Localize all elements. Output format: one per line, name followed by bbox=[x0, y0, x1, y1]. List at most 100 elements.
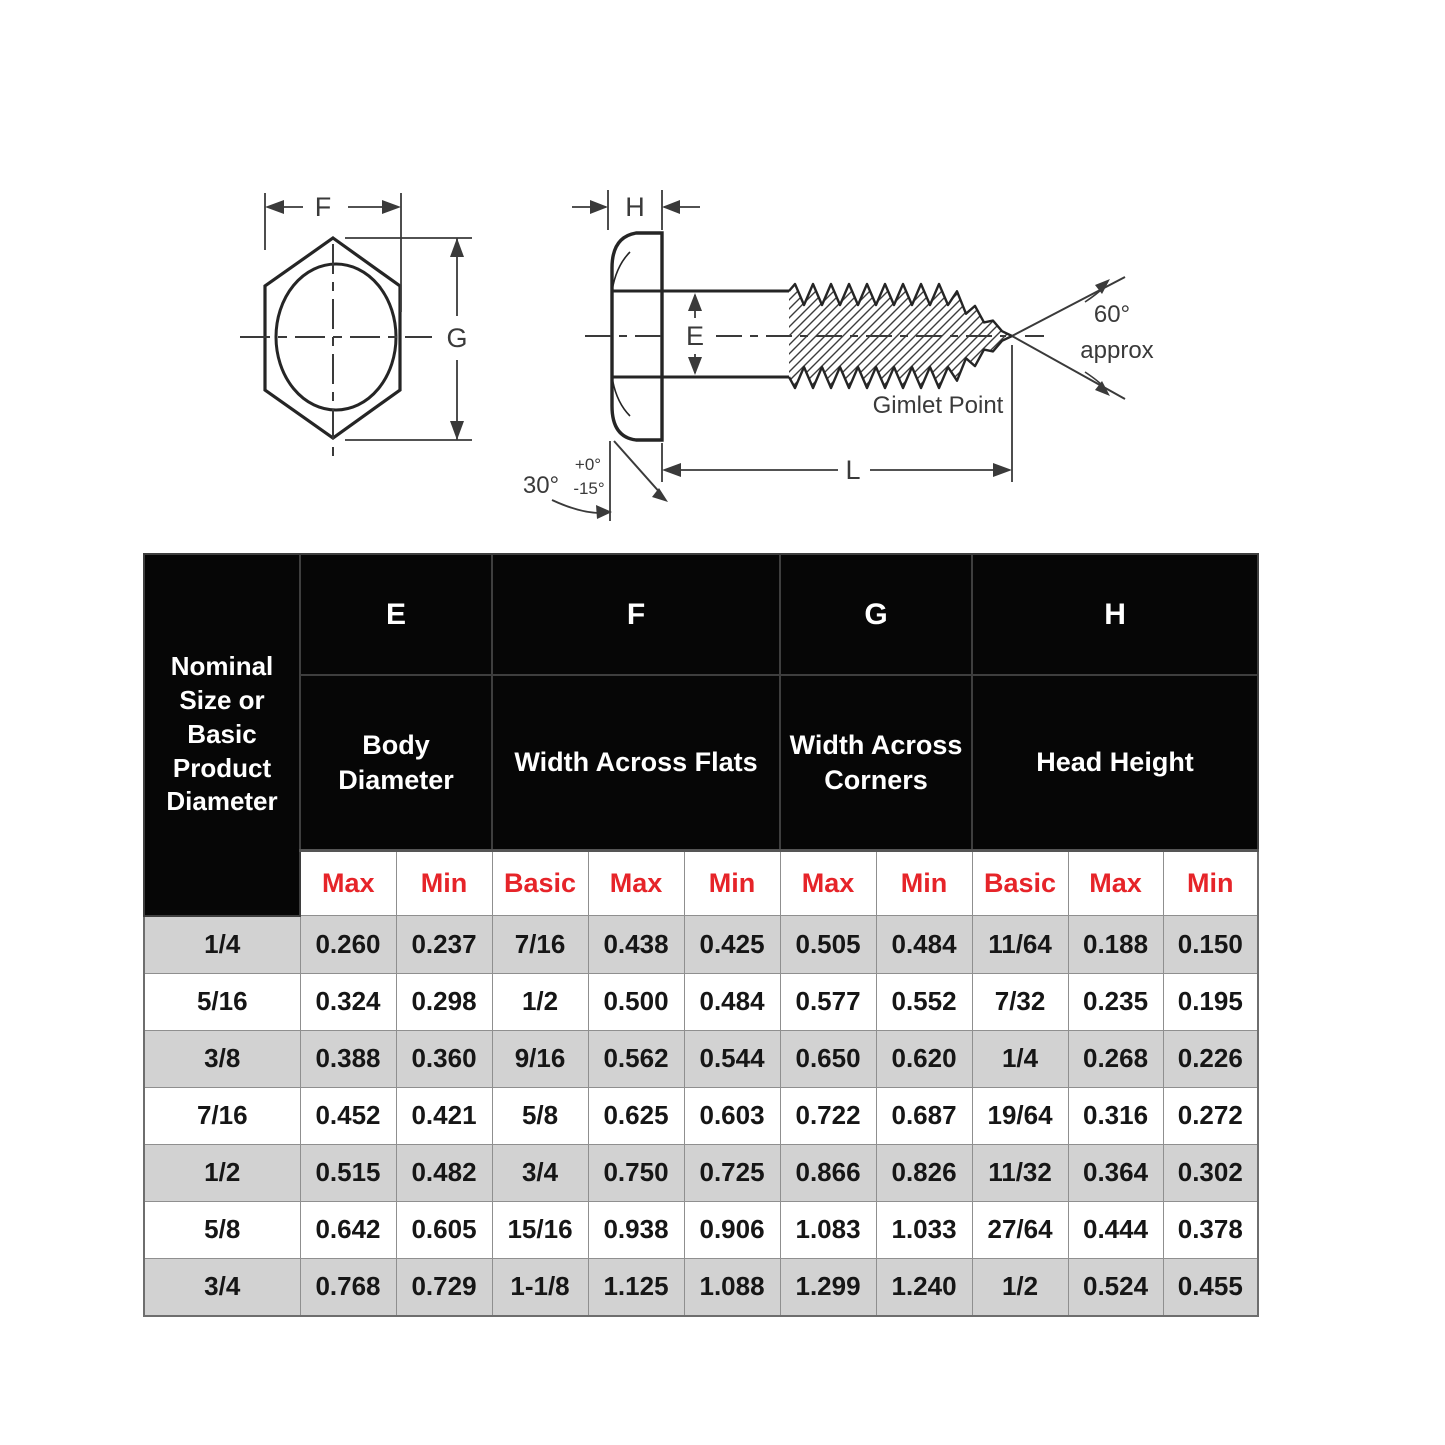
value-cell: 5/8 bbox=[491, 1086, 589, 1145]
table-row: 5/16 0.324 0.298 1/2 0.500 0.484 0.577 0.552 7/3… bbox=[143, 972, 1259, 1031]
row-size-cell: 3/8 bbox=[143, 1029, 301, 1088]
value-cell: 0.444 bbox=[1067, 1200, 1164, 1259]
dim-label-f: F bbox=[315, 192, 332, 222]
value-cell: 27/64 bbox=[971, 1200, 1069, 1259]
dim-label-h: H bbox=[625, 192, 645, 222]
row-size-cell: 1/4 bbox=[143, 915, 301, 974]
angle30-arc-arrow bbox=[596, 505, 612, 519]
value-cell: 0.237 bbox=[395, 915, 493, 974]
table-row: 3/4 0.768 0.729 1-1/8 1.125 1.088 1.299 1.240 1/… bbox=[143, 1257, 1259, 1316]
row-size-cell: 3/4 bbox=[143, 1257, 301, 1316]
dim-f-arrow-right bbox=[382, 200, 401, 214]
value-cell: 0.620 bbox=[875, 1029, 973, 1088]
group-letter-e: E bbox=[298, 553, 494, 676]
value-cell: 0.482 bbox=[395, 1143, 493, 1202]
group-name-body-diameter: Body Diameter bbox=[298, 674, 494, 852]
value-cell: 1.240 bbox=[875, 1257, 973, 1316]
value-cell: 1-1/8 bbox=[491, 1257, 589, 1316]
sub-header: Min bbox=[683, 849, 781, 916]
value-cell: 0.316 bbox=[1067, 1086, 1164, 1145]
value-cell: 0.268 bbox=[1067, 1029, 1164, 1088]
value-cell: 1.083 bbox=[779, 1200, 877, 1259]
value-cell: 0.500 bbox=[587, 972, 685, 1031]
row-size-cell: 5/16 bbox=[143, 972, 301, 1031]
value-cell: 1/2 bbox=[971, 1257, 1069, 1316]
value-cell: 0.515 bbox=[299, 1143, 397, 1202]
value-cell: 0.552 bbox=[875, 972, 973, 1031]
group-name-width-across-corners: Width Across Corners bbox=[779, 674, 974, 852]
value-cell: 0.938 bbox=[587, 1200, 685, 1259]
value-cell: 0.195 bbox=[1162, 972, 1259, 1031]
label-angle60: 60° bbox=[1094, 301, 1130, 328]
table-row: 7/16 0.452 0.421 5/8 0.625 0.603 0.722 0.687 19/… bbox=[143, 1086, 1259, 1145]
value-cell: 9/16 bbox=[491, 1029, 589, 1088]
sub-header: Basic bbox=[491, 849, 589, 916]
row-size-cell: 7/16 bbox=[143, 1086, 301, 1145]
dim-label-e: E bbox=[686, 321, 704, 351]
value-cell: 11/64 bbox=[971, 915, 1069, 974]
dim-h-arrow-left bbox=[590, 200, 608, 214]
value-cell: 0.421 bbox=[395, 1086, 493, 1145]
value-cell: 0.750 bbox=[587, 1143, 685, 1202]
value-cell: 0.452 bbox=[299, 1086, 397, 1145]
dim-label-l: L bbox=[845, 455, 860, 485]
sub-header: Max bbox=[1067, 849, 1164, 916]
dim-h-arrow-right bbox=[662, 200, 680, 214]
label-approx: approx bbox=[1080, 337, 1153, 364]
dim-e-arrow-up bbox=[688, 293, 702, 311]
head-chamfer-upper bbox=[611, 251, 631, 292]
group-letter-g: G bbox=[779, 553, 974, 676]
chamfer-leader-arrow bbox=[652, 488, 668, 502]
sub-header: Min bbox=[395, 849, 493, 916]
value-cell: 0.324 bbox=[299, 972, 397, 1031]
value-cell: 0.603 bbox=[683, 1086, 781, 1145]
value-cell: 0.505 bbox=[779, 915, 877, 974]
head-side-outline bbox=[610, 231, 664, 442]
value-cell: 0.150 bbox=[1162, 915, 1259, 974]
table-row: 5/8 0.642 0.605 15/16 0.938 0.906 1.083 1.033 27… bbox=[143, 1200, 1259, 1259]
group-letter-f: F bbox=[491, 553, 782, 676]
value-cell: 1/4 bbox=[971, 1029, 1069, 1088]
value-cell: 1.299 bbox=[779, 1257, 877, 1316]
value-cell: 0.260 bbox=[299, 915, 397, 974]
value-cell: 7/16 bbox=[491, 915, 589, 974]
value-cell: 0.866 bbox=[779, 1143, 877, 1202]
value-cell: 0.378 bbox=[1162, 1200, 1259, 1259]
value-cell: 0.625 bbox=[587, 1086, 685, 1145]
dim-e-arrow-down bbox=[688, 357, 702, 375]
value-cell: 0.722 bbox=[779, 1086, 877, 1145]
table-row: 3/8 0.388 0.360 9/16 0.562 0.544 0.650 0.620 1/4… bbox=[143, 1029, 1259, 1088]
screw-technical-drawing: F G bbox=[240, 190, 1154, 521]
value-cell: 0.524 bbox=[1067, 1257, 1164, 1316]
value-cell: 1/2 bbox=[491, 972, 589, 1031]
label-angle30: 30° bbox=[523, 472, 559, 499]
sub-header: Basic bbox=[971, 849, 1069, 916]
value-cell: 0.768 bbox=[299, 1257, 397, 1316]
head-angle-callout bbox=[551, 440, 663, 521]
angle60-arrow-lower bbox=[1095, 381, 1110, 396]
sub-header: Max bbox=[299, 849, 397, 916]
value-cell: 0.235 bbox=[1067, 972, 1164, 1031]
spec-table: Nominal Size or Basic Product Diameter E… bbox=[143, 553, 1260, 1317]
hex-front-view bbox=[240, 193, 472, 456]
label-tol-minus: -15° bbox=[573, 479, 604, 498]
value-cell: 0.642 bbox=[299, 1200, 397, 1259]
dim-g-arrow-bottom bbox=[450, 421, 464, 440]
value-cell: 7/32 bbox=[971, 972, 1069, 1031]
value-cell: 0.729 bbox=[395, 1257, 493, 1316]
value-cell: 0.364 bbox=[1067, 1143, 1164, 1202]
gimlet-angle-callout bbox=[1011, 276, 1126, 400]
value-cell: 0.826 bbox=[875, 1143, 973, 1202]
value-cell: 1.088 bbox=[683, 1257, 781, 1316]
value-cell: 0.687 bbox=[875, 1086, 973, 1145]
spec-table-body: 1/4 0.260 0.237 7/16 0.438 0.425 0.505 0.484 11/… bbox=[143, 915, 1259, 1316]
value-cell: 15/16 bbox=[491, 1200, 589, 1259]
value-cell: 0.425 bbox=[683, 915, 781, 974]
dim-label-g: G bbox=[446, 323, 467, 353]
angle60-arrow-upper bbox=[1095, 279, 1110, 294]
value-cell: 0.484 bbox=[875, 915, 973, 974]
row-size-cell: 5/8 bbox=[143, 1200, 301, 1259]
row-size-cell: 1/2 bbox=[143, 1143, 301, 1202]
dim-f-arrow-left bbox=[265, 200, 284, 214]
